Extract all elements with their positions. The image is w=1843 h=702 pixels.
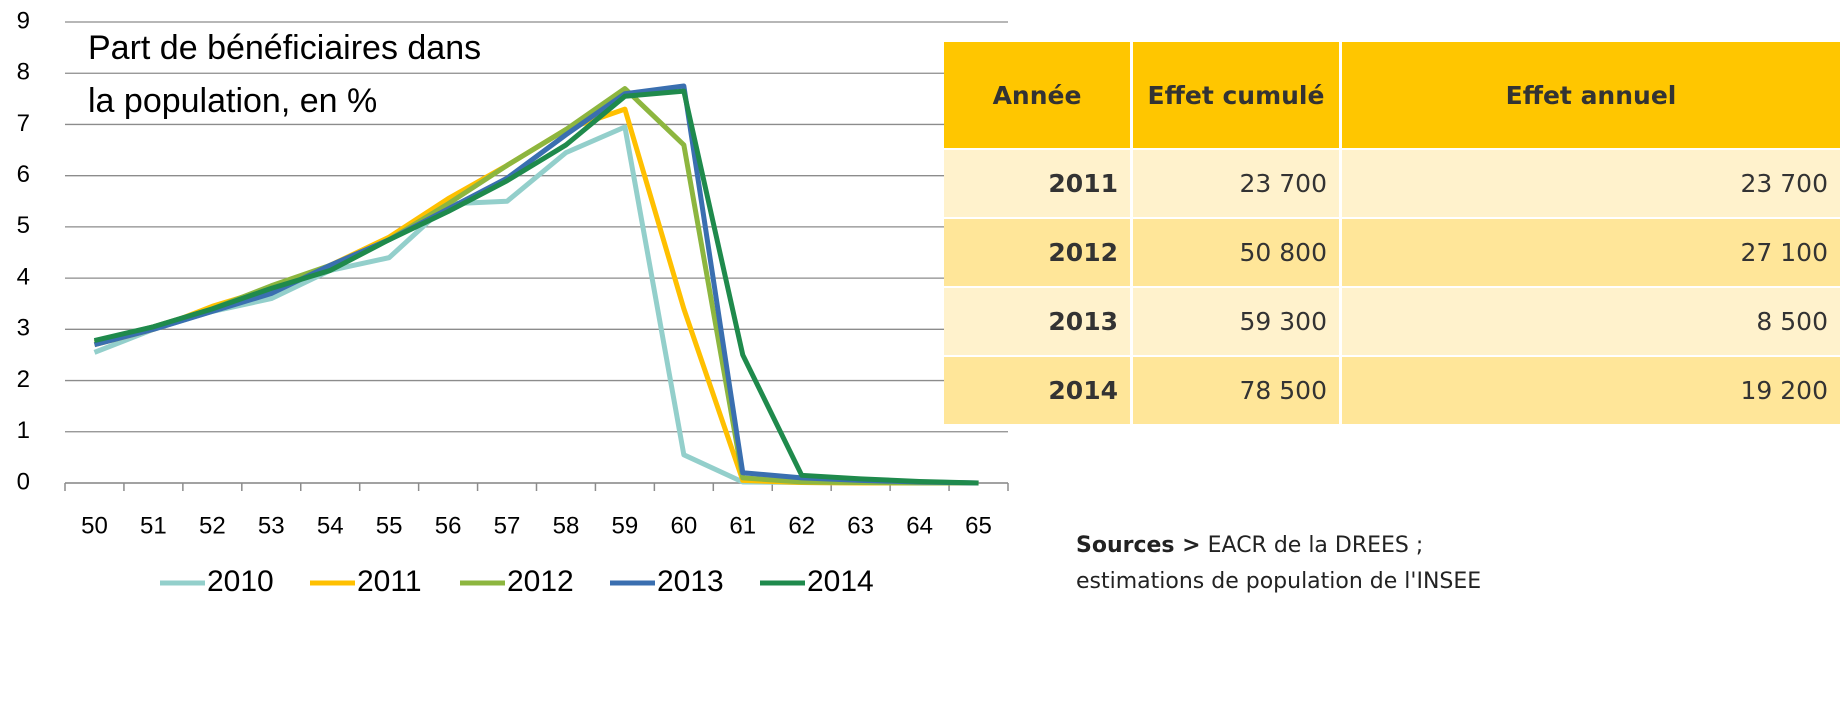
x-tick-label: 53 xyxy=(258,512,285,539)
table-cell: 27 100 xyxy=(1340,217,1843,287)
legend-label: 2011 xyxy=(357,565,422,598)
table: Année Effet cumulé Effet annuel 2011 23 7… xyxy=(944,42,1843,424)
table-header: Année Effet cumulé Effet annuel xyxy=(944,42,1843,149)
table-cell: 23 700 xyxy=(1131,148,1342,218)
table-cell: 23 700 xyxy=(1340,148,1843,218)
x-tick-label: 52 xyxy=(199,512,226,539)
sources-line: EACR de la DREES ; xyxy=(1207,533,1424,558)
y-tick-label: 4 xyxy=(17,263,30,290)
table-cell: 59 300 xyxy=(1131,286,1342,356)
x-tick-label: 61 xyxy=(729,512,756,539)
table-row: 2012 50 800 27 100 xyxy=(944,217,1843,287)
series-line xyxy=(93,88,979,486)
table-cell: 8 500 xyxy=(1340,286,1843,356)
header-cell: Effet cumulé xyxy=(1131,42,1342,149)
table-row: 2013 59 300 8 500 xyxy=(944,286,1843,356)
series-line xyxy=(93,86,979,486)
header-cell: Effet annuel xyxy=(1340,42,1843,149)
sources-line: estimations de population de l'INSEE xyxy=(1076,569,1482,594)
chart-title-line: la population, en % xyxy=(88,82,377,120)
sources: Sources > EACR de la DREES ; estimations… xyxy=(1076,528,1481,600)
y-tick-label: 2 xyxy=(17,366,30,393)
table-row: 2014 78 500 19 200 xyxy=(944,355,1843,424)
table-cell: 19 200 xyxy=(1340,355,1843,424)
x-tick-label: 63 xyxy=(847,512,874,539)
x-tick-label: 55 xyxy=(376,512,403,539)
x-tick-label: 58 xyxy=(553,512,580,539)
table-cell: 2014 xyxy=(944,355,1133,424)
table-cell: 2011 xyxy=(944,148,1133,218)
x-tick-label: 62 xyxy=(788,512,815,539)
table-cell: 78 500 xyxy=(1131,355,1342,424)
y-tick-label: 8 xyxy=(17,59,30,86)
y-tick-label: 0 xyxy=(17,468,30,495)
header-cell: Année xyxy=(944,42,1133,149)
x-tick-label: 59 xyxy=(612,512,639,539)
x-tick-label: 50 xyxy=(81,512,108,539)
x-tick-label: 51 xyxy=(140,512,167,539)
x-tick-label: 56 xyxy=(435,512,462,539)
y-tick-label: 7 xyxy=(17,110,30,137)
table-cell: 2013 xyxy=(944,286,1133,356)
x-tick-label: 64 xyxy=(906,512,933,539)
y-tick-label: 1 xyxy=(17,417,30,444)
x-tick-label: 57 xyxy=(494,512,521,539)
chart-title-line: Part de bénéficiaires dans xyxy=(88,29,481,67)
y-tick-label: 5 xyxy=(17,212,30,239)
x-tick-label: 54 xyxy=(317,512,344,539)
y-tick-label: 6 xyxy=(17,161,30,188)
legend-label: 2014 xyxy=(807,565,874,598)
y-tick-label: 9 xyxy=(17,7,30,34)
x-tick-label: 65 xyxy=(965,512,992,539)
y-tick-label: 3 xyxy=(17,315,30,342)
sources-label: Sources > xyxy=(1076,533,1201,558)
x-tick-label: 60 xyxy=(670,512,697,539)
legend-label: 2010 xyxy=(207,565,274,598)
table-cell: 50 800 xyxy=(1131,217,1342,287)
legend-label: 2013 xyxy=(657,565,724,598)
table-cell: 2012 xyxy=(944,217,1133,287)
legend-label: 2012 xyxy=(507,565,574,598)
table-row: 2011 23 700 23 700 xyxy=(944,148,1843,218)
